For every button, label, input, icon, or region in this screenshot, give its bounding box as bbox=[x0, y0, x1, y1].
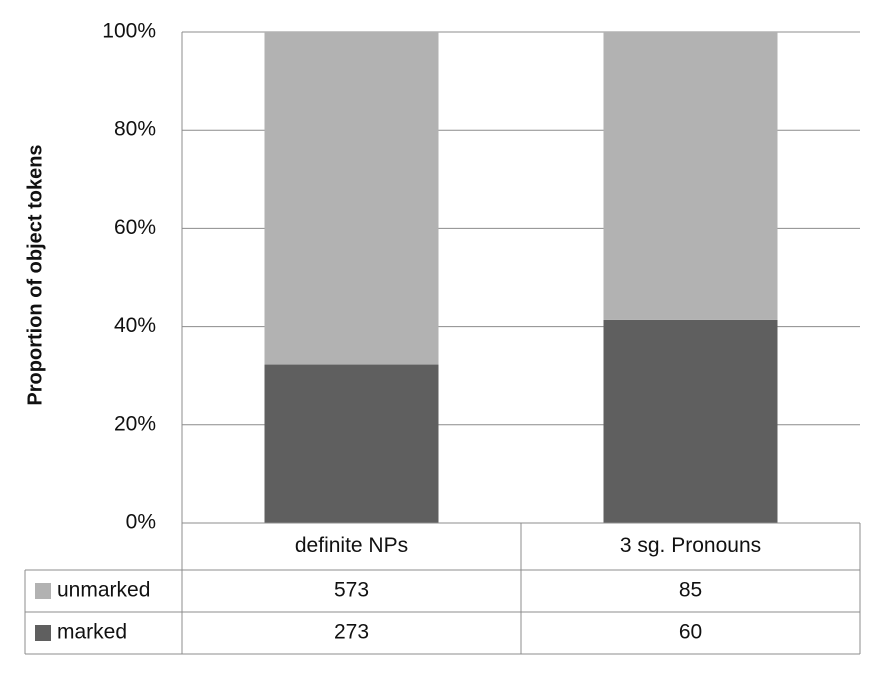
y-tick-label: 20% bbox=[114, 412, 156, 435]
y-tick-label: 80% bbox=[114, 118, 156, 141]
table-value: 85 bbox=[679, 579, 702, 602]
bar-segment bbox=[603, 319, 778, 523]
bar-segment bbox=[603, 32, 778, 320]
y-tick-label: 60% bbox=[114, 216, 156, 239]
y-tick-label: 100% bbox=[102, 20, 156, 43]
y-tick-label: 0% bbox=[126, 511, 156, 534]
bar-segment bbox=[264, 364, 439, 523]
table-value: 273 bbox=[334, 621, 369, 644]
y-axis-title: Proportion of object tokens bbox=[24, 144, 46, 405]
table-value: 60 bbox=[679, 621, 702, 644]
legend-swatch bbox=[35, 583, 51, 599]
bar-segment bbox=[264, 32, 439, 365]
table-value: 573 bbox=[334, 579, 369, 602]
y-tick-label: 40% bbox=[114, 314, 156, 337]
legend-label: unmarked bbox=[57, 579, 150, 602]
x-tick-label: 3 sg. Pronouns bbox=[620, 534, 761, 557]
x-tick-label: definite NPs bbox=[295, 534, 408, 557]
legend-swatch bbox=[35, 625, 51, 641]
legend-label: marked bbox=[57, 621, 127, 644]
